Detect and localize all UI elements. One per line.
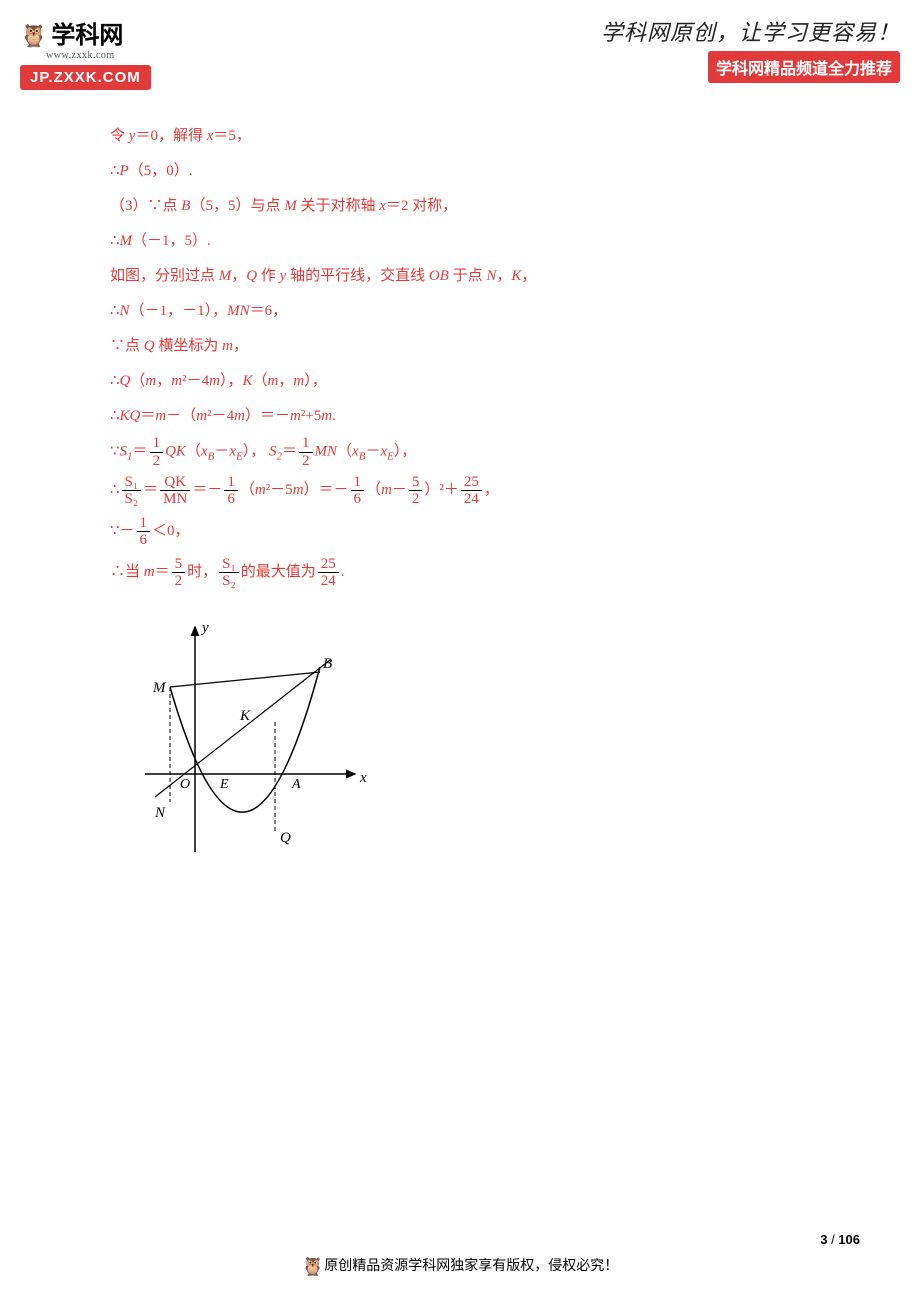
logo-block: 🦉学科网 www.zxxk.com JP.ZXXK.COM (20, 15, 151, 90)
graph-svg: y x M B K O E A N Q (120, 602, 380, 872)
math-content: 令 y＝0，解得 x＝5， ∴P（5，0）. （3）∵点 B（5，5）与点 M … (0, 90, 920, 885)
page-number: 3 / 106 (820, 1232, 860, 1247)
line-2: ∴P（5，0）. (110, 155, 860, 188)
line-8: ∴Q（m，m²－4m），K（m，m）， (110, 365, 860, 398)
frac-25-24-2: 2524 (318, 556, 339, 590)
frac-25-24-1: 2524 (461, 474, 482, 508)
label-B: B (323, 656, 332, 672)
line-11: ∴S₁S₂＝QKMN＝－16（m²－5m）＝－16（m－52）²＋2524， (110, 471, 860, 510)
frac-five2-2: 52 (172, 556, 186, 590)
slogan-block: 学科网原创，让学习更容易！ 学科网精品频道全力推荐 (601, 15, 900, 83)
graph-figure: y x M B K O E A N Q (120, 602, 860, 885)
label-Q: Q (280, 830, 291, 846)
line-6: ∴N（－1，－1），MN＝6， (110, 295, 860, 328)
frac-s1s2-a: S₁S₂ (122, 474, 142, 508)
owl-icon: 🦉 (20, 23, 47, 48)
line-3: （3）∵点 B（5，5）与点 M 关于对称轴 x＝2 对称， (110, 190, 860, 223)
page-total: 106 (838, 1232, 860, 1247)
page-sep: / (827, 1232, 838, 1247)
label-M: M (152, 680, 167, 696)
label-K: K (239, 708, 251, 724)
label-N: N (154, 805, 166, 821)
line-13: ∴当 m＝52时，S₁S₂的最大值为2524. (110, 553, 860, 592)
label-x: x (359, 770, 367, 786)
logo-url: www.zxxk.com (46, 50, 151, 61)
frac-half-2: 12 (299, 435, 313, 469)
label-y: y (200, 620, 209, 636)
line-5: 如图，分别过点 M，Q 作 y 轴的平行线，交直线 OB 于点 N，K， (110, 260, 860, 293)
frac-sixth-2: 16 (351, 474, 365, 508)
line-1: 令 y＝0，解得 x＝5， (110, 120, 860, 153)
page-header: 🦉学科网 www.zxxk.com JP.ZXXK.COM 学科网原创，让学习更… (0, 0, 920, 90)
line-12: ∵－16＜0， (110, 512, 860, 551)
frac-sixth-1: 16 (224, 474, 238, 508)
label-A: A (291, 777, 301, 792)
logo-badge: JP.ZXXK.COM (20, 65, 151, 90)
label-O: O (180, 777, 190, 792)
page-footer: 🦉原创精品资源学科网独家享有版权，侵权必究！ (0, 1255, 920, 1277)
slogan-badge: 学科网精品频道全力推荐 (708, 51, 900, 83)
frac-five2-1: 52 (409, 474, 423, 508)
footer-text: 原创精品资源学科网独家享有版权，侵权必究！ (324, 1259, 618, 1274)
logo-text: 学科网 (51, 23, 123, 49)
line-7: ∵点 Q 横坐标为 m， (110, 330, 860, 363)
frac-sixth-3: 16 (137, 515, 151, 549)
line-10: ∵S1＝12QK（xB－xE）， S2＝12MN（xB－xE）， (110, 435, 860, 469)
frac-half-1: 12 (150, 435, 164, 469)
logo-line: 🦉学科网 (20, 15, 151, 50)
slogan-italic: 学科网原创，让学习更容易！ (601, 15, 900, 47)
frac-s1s2-b: S₁S₂ (219, 556, 239, 590)
label-E: E (219, 777, 229, 792)
line-9: ∴KQ＝m－（m²－4m）＝－m²+5m. (110, 400, 860, 433)
footer-owl-icon: 🦉 (302, 1256, 324, 1276)
frac-qk-mn: QKMN (160, 474, 190, 508)
line-4: ∴M（－1，5）. (110, 225, 860, 258)
